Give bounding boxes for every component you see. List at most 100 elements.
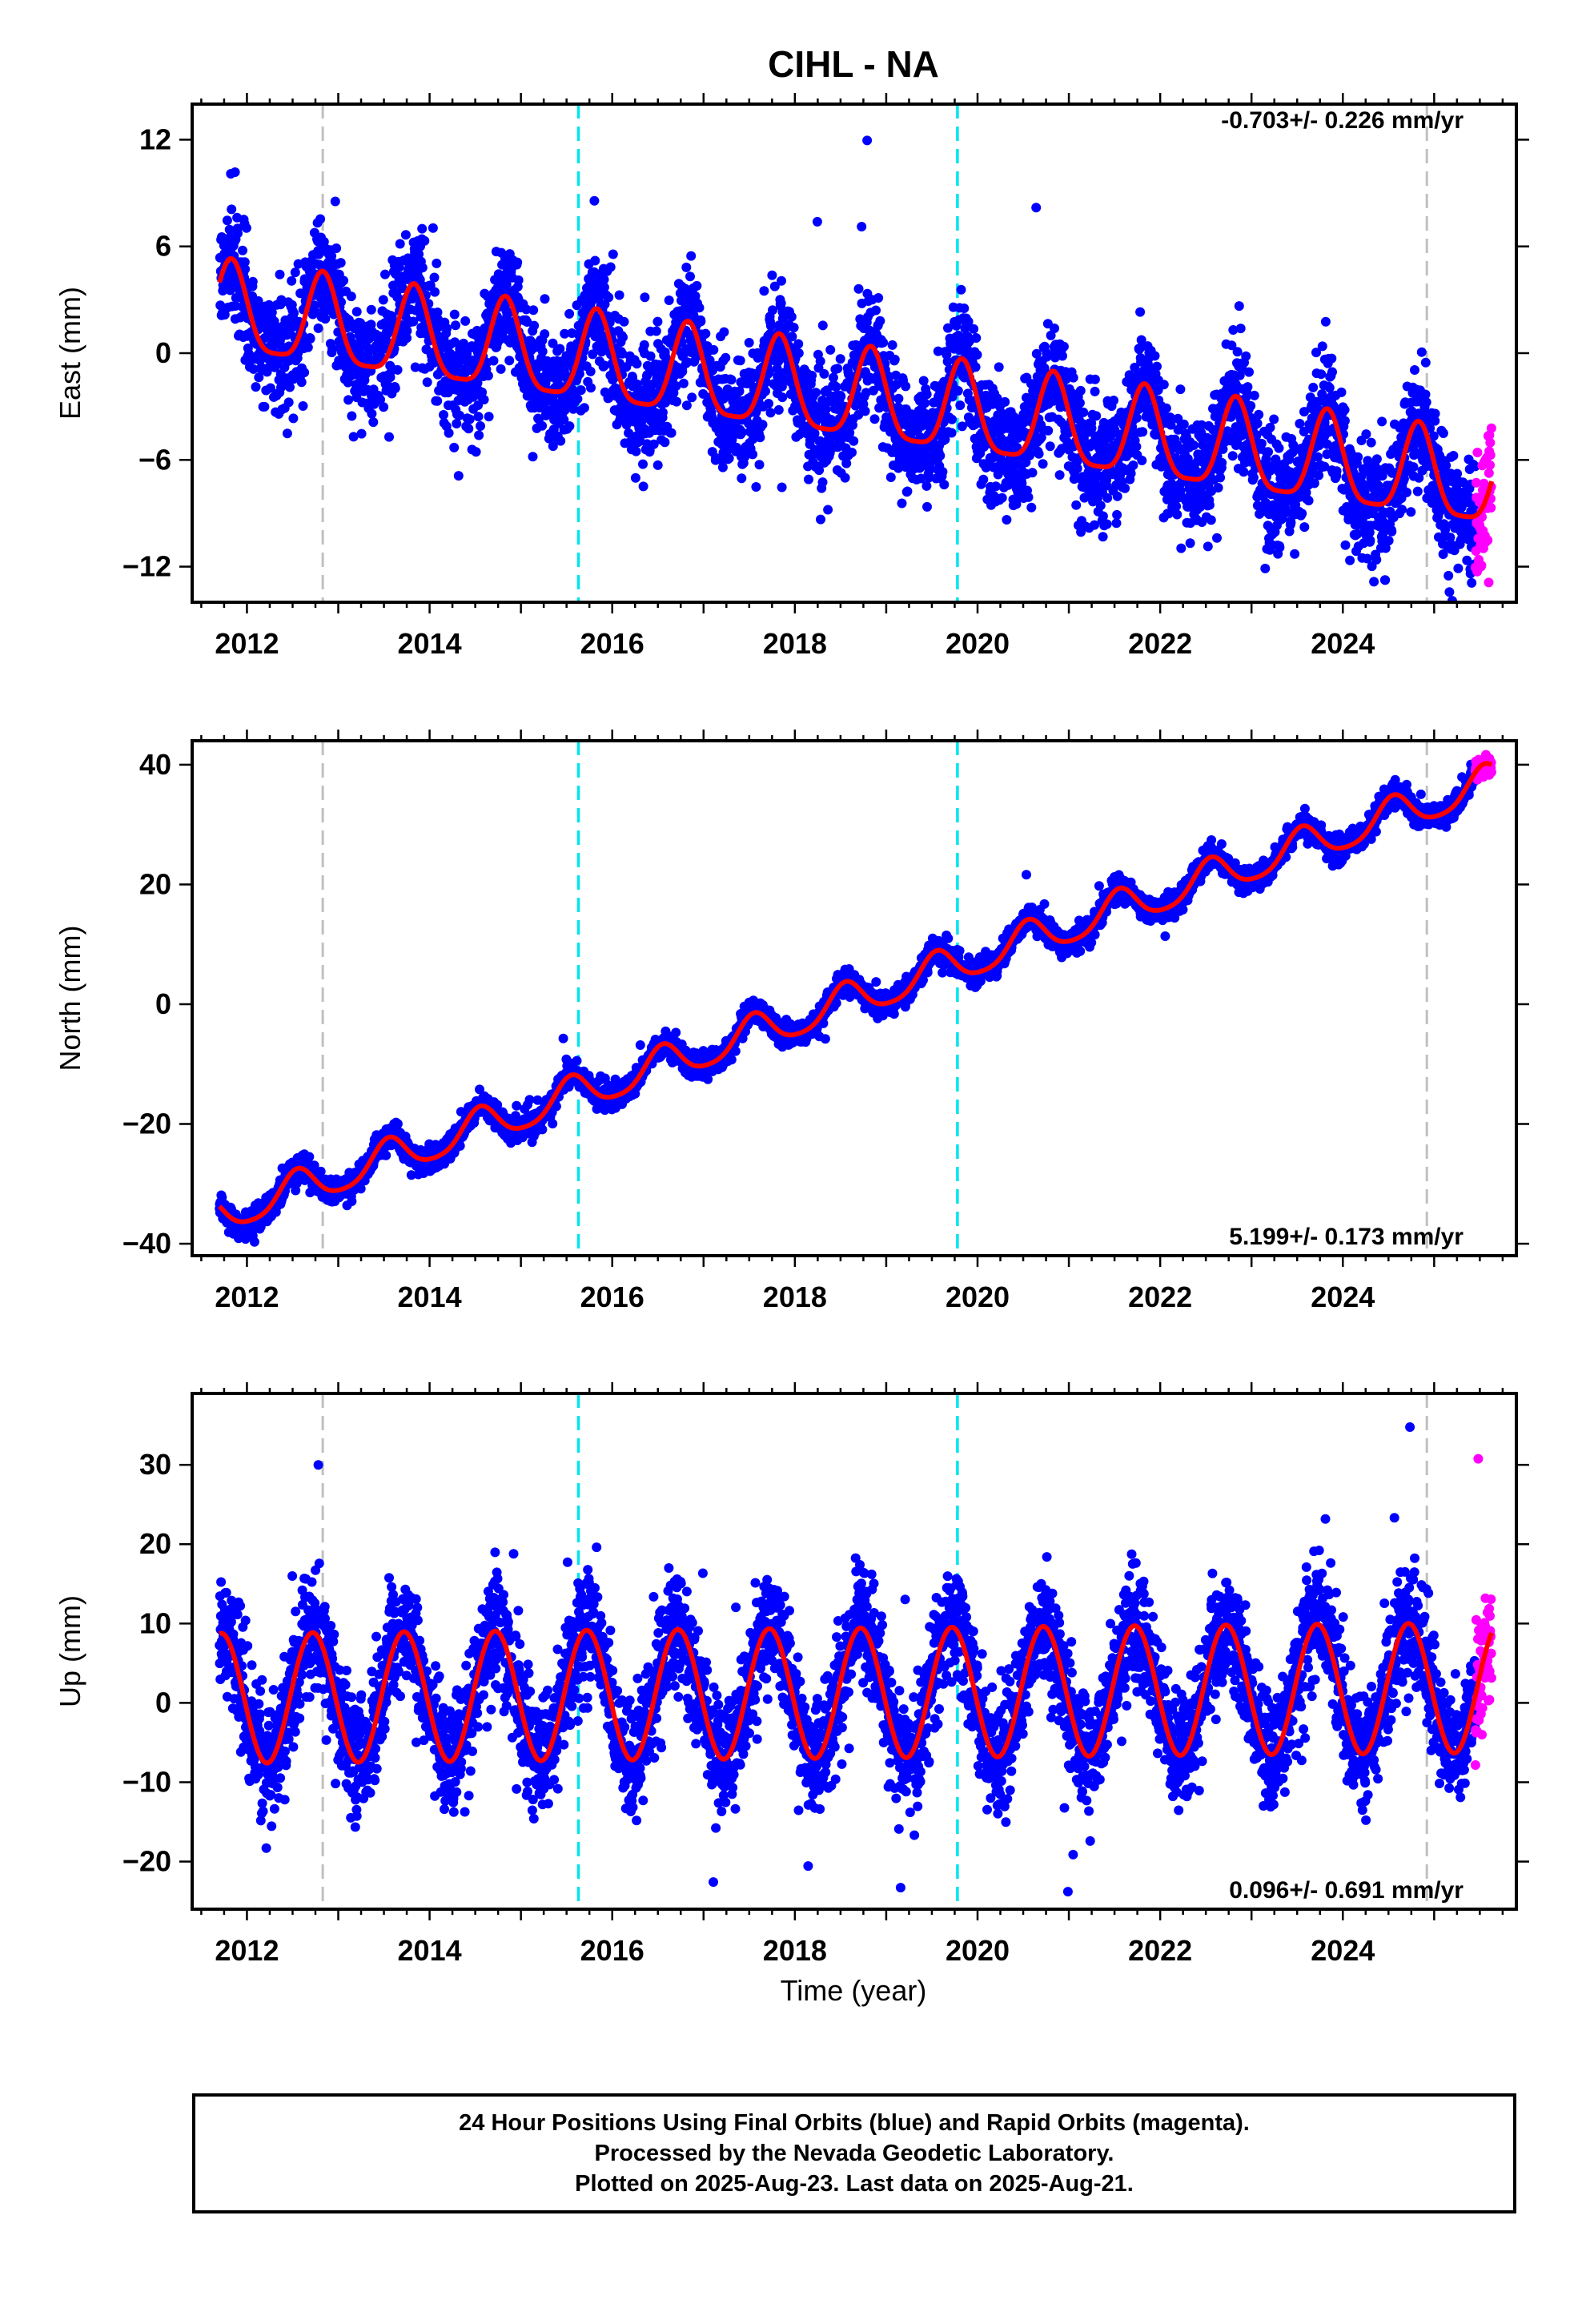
final-orbit-point [540, 294, 550, 304]
final-orbit-point [721, 352, 731, 363]
final-orbit-point [540, 378, 551, 388]
final-orbit-point [1380, 575, 1391, 585]
final-orbit-point [241, 223, 251, 233]
final-orbit-point [1430, 408, 1440, 419]
final-orbit-point [335, 258, 346, 268]
final-orbit-point [1371, 554, 1382, 565]
final-orbit-point [889, 354, 900, 364]
final-orbit-point [453, 471, 464, 481]
final-orbit-point [748, 449, 758, 460]
final-orbit-point [604, 392, 614, 403]
final-orbit-point [249, 1236, 259, 1247]
final-orbit-point [1324, 383, 1335, 393]
final-orbit-point [275, 269, 285, 279]
final-orbit-point [378, 295, 388, 305]
final-orbit-point [305, 334, 315, 344]
final-orbit-point [657, 408, 668, 417]
final-orbit-point [1263, 447, 1273, 457]
final-orbit-point [1410, 365, 1419, 375]
final-orbit-point [1339, 404, 1350, 415]
x-tick-label: 2022 [1128, 627, 1192, 660]
rapid-orbit-point [1484, 577, 1494, 588]
final-orbit-point [230, 167, 240, 177]
final-orbit-point [719, 327, 729, 337]
final-orbit-point [450, 337, 460, 348]
final-orbit-point [777, 392, 788, 403]
final-orbit-point [248, 364, 259, 374]
final-orbit-point [287, 275, 297, 286]
final-orbit-point [222, 215, 232, 226]
final-orbit-point [1031, 203, 1042, 213]
final-orbit-point [251, 382, 261, 392]
final-orbit-point [289, 308, 299, 318]
final-orbit-point [1246, 400, 1256, 411]
final-orbit-point [726, 375, 737, 385]
final-orbit-point [548, 392, 558, 402]
final-orbit-point [439, 410, 448, 420]
final-orbit-point [1383, 536, 1394, 546]
final-orbit-point [786, 312, 797, 322]
final-orbit-point [1274, 443, 1284, 453]
final-orbit-point [585, 366, 596, 376]
final-orbit-point [430, 287, 440, 297]
final-orbit-point [429, 272, 440, 283]
final-orbit-point [833, 364, 843, 374]
final-orbit-point [1369, 577, 1379, 587]
final-orbit-point [588, 349, 598, 360]
final-orbit-point [1438, 428, 1448, 438]
final-orbit-point [1027, 468, 1038, 478]
final-orbit-point [811, 388, 821, 398]
x-tick-label: 2020 [946, 627, 1010, 660]
final-orbit-point [282, 428, 292, 439]
final-orbit-point [878, 337, 889, 348]
final-orbit-point [259, 401, 270, 412]
final-orbit-point [604, 292, 614, 303]
final-orbit-point [459, 338, 468, 348]
final-orbit-point [422, 377, 432, 388]
final-orbit-point [757, 420, 768, 430]
final-orbit-point [632, 359, 642, 369]
final-orbit-point [331, 243, 342, 253]
final-orbit-point [1071, 500, 1082, 510]
final-orbit-point [513, 275, 524, 285]
final-orbit-point [652, 460, 663, 470]
final-orbit-point [468, 392, 478, 402]
final-orbit-point [773, 404, 784, 415]
final-orbit-point [1002, 515, 1012, 525]
final-orbit-point [970, 362, 981, 372]
y-tick-label: −12 [122, 550, 171, 583]
final-orbit-point [380, 269, 390, 279]
final-orbit-point [1249, 390, 1259, 400]
final-orbit-point [420, 235, 430, 246]
final-orbit-point [451, 320, 460, 331]
final-orbit-point [1131, 441, 1142, 452]
final-orbit-point [724, 453, 734, 464]
final-orbit-point [599, 282, 609, 292]
final-orbit-point [1366, 437, 1376, 448]
final-orbit-point [764, 399, 773, 408]
final-orbit-point [452, 419, 462, 428]
final-orbit-point [1176, 543, 1186, 553]
final-orbit-point [1377, 416, 1387, 427]
final-orbit-point [1351, 660, 1361, 669]
rapid-orbit-point [1485, 450, 1496, 460]
final-orbit-point [1444, 587, 1455, 597]
final-orbit-point [1353, 452, 1363, 462]
final-orbit-point [652, 316, 663, 327]
final-orbit-point [1421, 397, 1431, 408]
final-orbit-point [759, 286, 769, 296]
final-orbit-point [442, 324, 452, 333]
final-orbit-point [692, 280, 702, 291]
final-orbit-point [1312, 452, 1323, 462]
final-orbit-point [1091, 411, 1102, 421]
final-orbit-point [972, 350, 982, 360]
final-orbit-point [1275, 542, 1285, 553]
final-orbit-point [873, 293, 884, 303]
final-orbit-point [348, 432, 359, 442]
final-orbit-point [512, 257, 523, 267]
final-orbit-point [648, 439, 659, 449]
final-orbit-point [1416, 347, 1427, 357]
final-orbit-point [1243, 382, 1253, 392]
final-orbit-point [589, 195, 600, 206]
final-orbit-point [956, 284, 966, 295]
